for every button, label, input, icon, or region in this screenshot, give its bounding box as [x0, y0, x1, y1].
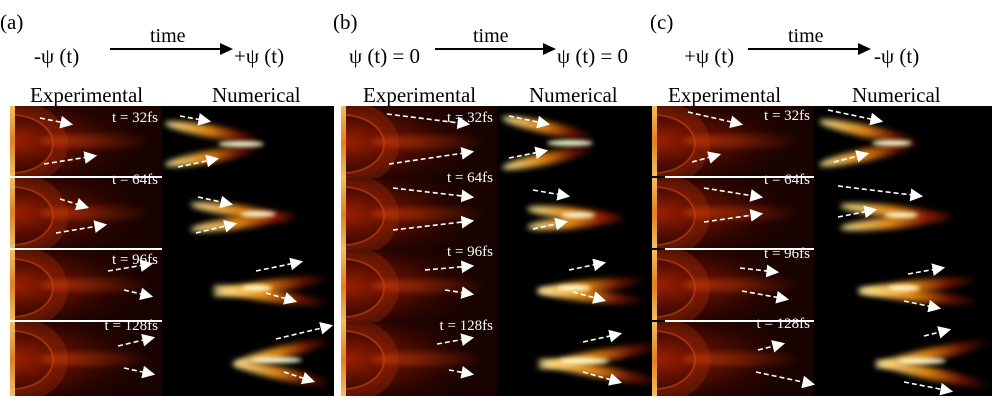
time-stamp: t = 64fs — [112, 172, 158, 188]
num-frame — [497, 106, 665, 178]
num-frame — [162, 250, 334, 322]
time-stamp: t = 32fs — [112, 110, 158, 126]
num-frame — [497, 178, 665, 250]
time-stamp: t = 64fs — [447, 170, 493, 186]
experimental-column: t = 32fs t = 64fs t = 96fs t = 128fs — [341, 106, 497, 396]
panel-label: (c) — [650, 10, 674, 34]
numerical-column — [497, 106, 665, 396]
exp-frame — [10, 106, 162, 176]
num-frame — [814, 178, 992, 250]
experimental-column: t = 32fs t = 64fs t = 96fs t = 128fs — [10, 106, 162, 396]
time-stamp: t = 64fs — [764, 172, 810, 188]
numerical-column — [162, 106, 334, 396]
time-stamp: t = 128fs — [756, 316, 810, 332]
time-stamp: t = 96fs — [764, 246, 810, 262]
exp-frame — [341, 106, 497, 178]
arrowhead-icon — [220, 43, 233, 55]
num-frame — [814, 106, 992, 178]
numerical-column — [814, 106, 992, 396]
final-state: +ψ (t) — [234, 44, 285, 68]
num-frame — [814, 322, 992, 396]
exp-frame — [341, 322, 497, 396]
num-frame — [162, 322, 334, 396]
panel-c: (c) +ψ (t) time -ψ (t) Experimental Nume… — [648, 0, 992, 408]
num-frame — [162, 178, 334, 250]
experimental-title: Experimental — [363, 83, 477, 107]
arrowhead-icon — [543, 43, 556, 55]
time-label: time — [150, 25, 186, 47]
panel-a: (a) -ψ (t) time +ψ (t) Experimental Nume… — [0, 0, 334, 408]
exp-frame — [10, 250, 162, 320]
final-state: -ψ (t) — [874, 44, 920, 68]
panel-b: (b) ψ (t) = 0 time ψ (t) = 0 Experimenta… — [333, 0, 665, 408]
exp-frame — [10, 178, 162, 248]
arrowhead-icon — [858, 43, 871, 55]
initial-state: -ψ (t) — [34, 44, 80, 68]
numerical-title: Numerical — [529, 83, 618, 107]
time-label: time — [473, 25, 509, 47]
exp-frame — [652, 322, 814, 396]
time-arrow — [110, 48, 222, 50]
panel-label: (b) — [333, 10, 358, 34]
panel-label: (a) — [0, 10, 24, 34]
exp-frame — [10, 322, 162, 396]
time-arrow — [435, 48, 545, 50]
initial-state: +ψ (t) — [684, 44, 735, 68]
initial-state: ψ (t) = 0 — [349, 44, 421, 68]
time-stamp: t = 128fs — [439, 318, 493, 334]
time-stamp: t = 96fs — [447, 244, 493, 260]
num-frame — [814, 250, 992, 322]
experimental-title: Experimental — [668, 83, 782, 107]
num-frame — [162, 106, 334, 178]
experimental-column: t = 32fs t = 64fs t = 96fs t = 128fs — [652, 106, 814, 396]
num-frame — [497, 322, 665, 396]
numerical-title: Numerical — [212, 83, 301, 107]
numerical-title: Numerical — [852, 83, 941, 107]
time-label: time — [788, 25, 824, 47]
exp-frame — [341, 178, 497, 250]
time-stamp: t = 32fs — [447, 110, 493, 126]
experimental-title: Experimental — [30, 83, 144, 107]
final-state: ψ (t) = 0 — [557, 44, 629, 68]
exp-frame — [652, 250, 814, 320]
num-frame — [497, 250, 665, 322]
time-arrow — [748, 48, 860, 50]
time-stamp: t = 32fs — [764, 108, 810, 124]
time-stamp: t = 96fs — [112, 252, 158, 268]
time-stamp: t = 128fs — [104, 318, 158, 334]
